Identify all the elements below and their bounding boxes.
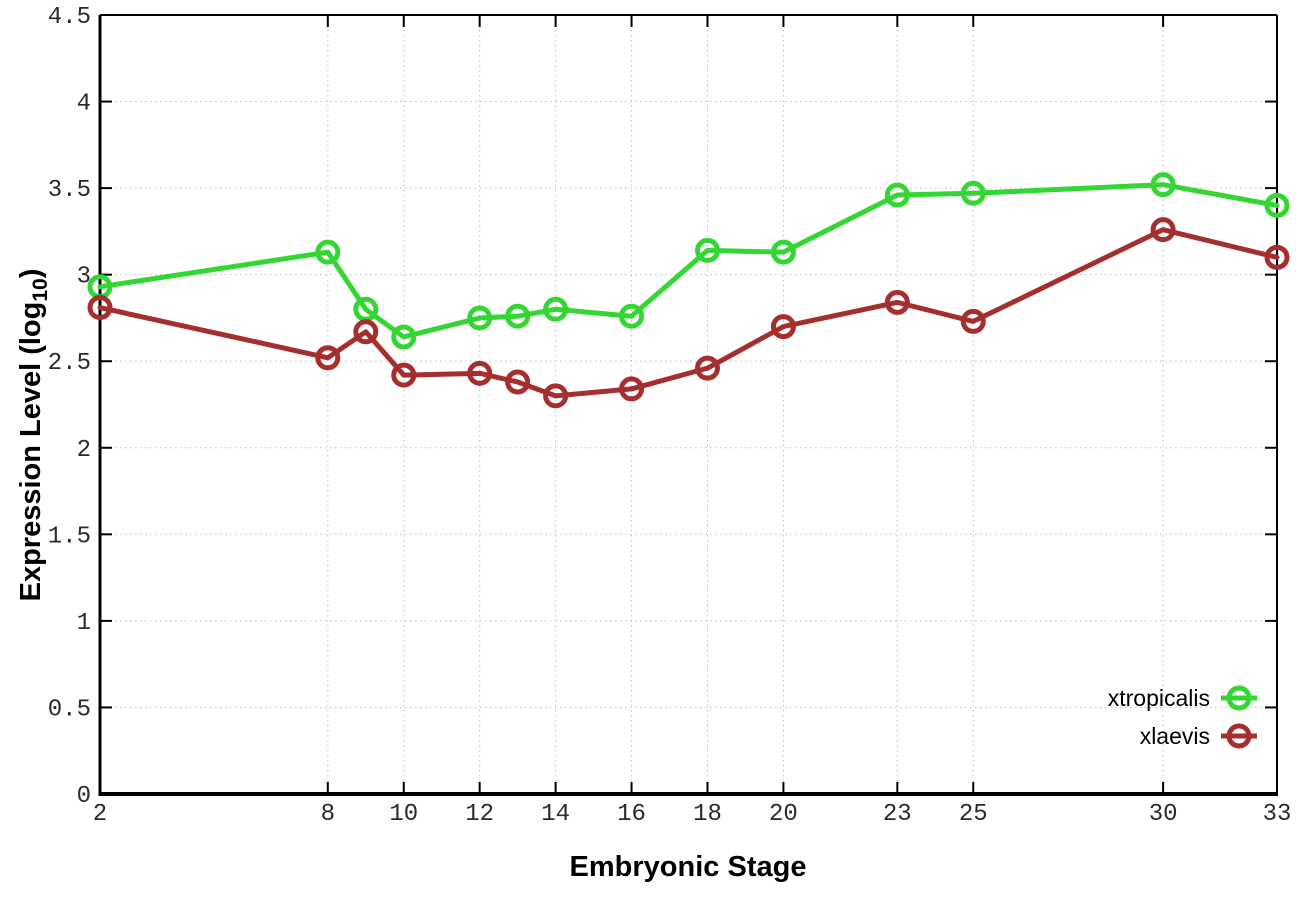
y-tick-label: 3	[77, 264, 91, 291]
data-point-xlaevis	[770, 314, 796, 340]
x-tick-label: 12	[465, 801, 494, 828]
axis-ticks	[99, 14, 1278, 795]
y-axis-title-main: Expression Level (log	[15, 302, 47, 602]
data-point-xlaevis	[315, 345, 341, 371]
y-tick-label: 4	[77, 91, 91, 118]
data-point-xlaevis	[87, 295, 113, 321]
legend-item-xtropicalis: xtropicalis	[1108, 685, 1257, 711]
data-point-xtropicalis	[770, 239, 796, 265]
y-tick-label: 0	[77, 783, 91, 810]
y-tick-label: 2.5	[48, 350, 91, 377]
series-lines	[87, 172, 1290, 409]
y-axis-title-subscript: 10	[29, 278, 52, 301]
x-axis-title: Embryonic Stage	[570, 851, 807, 883]
legend-label-xtropicalis: xtropicalis	[1108, 685, 1210, 711]
data-point-xtropicalis	[467, 305, 493, 331]
data-point-xlaevis	[694, 355, 720, 381]
data-point-xlaevis	[505, 369, 531, 395]
y-axis-title-close: )	[15, 269, 47, 279]
data-point-xtropicalis	[960, 180, 986, 206]
legend-label-xlaevis: xlaevis	[1140, 723, 1210, 749]
y-tick-label: 1	[77, 610, 91, 637]
y-axis-title: Expression Level (log10)	[15, 269, 52, 602]
data-point-xlaevis	[543, 383, 569, 409]
x-tick-label: 10	[389, 801, 418, 828]
data-point-xlaevis	[391, 362, 417, 388]
series-line-xlaevis	[97, 227, 1280, 399]
data-point-xtropicalis	[505, 303, 531, 329]
legend-item-xlaevis: xlaevis	[1140, 723, 1257, 749]
data-point-xtropicalis	[619, 303, 645, 329]
y-tick-label: 1.5	[48, 523, 91, 550]
data-point-xlaevis	[619, 376, 645, 402]
plot-border	[98, 14, 1278, 796]
data-point-xtropicalis	[1264, 192, 1290, 218]
data-point-xlaevis	[884, 289, 910, 315]
data-point-xtropicalis	[694, 237, 720, 263]
data-point-xlaevis	[467, 360, 493, 386]
gridlines	[99, 14, 1278, 795]
x-tick-label: 23	[883, 801, 912, 828]
x-tick-label: 8	[321, 801, 335, 828]
x-tick-label: 14	[541, 801, 570, 828]
legend: xtropicalis xlaevis	[1108, 685, 1257, 749]
y-tick-label: 0.5	[48, 696, 91, 723]
y-tick-labels: 0 0.5 1 1.5 2 2.5 3 3.5 4 4.5	[48, 4, 91, 810]
x-tick-label: 18	[693, 801, 722, 828]
data-point-xtropicalis	[353, 296, 379, 322]
y-tick-label: 3.5	[48, 177, 91, 204]
y-tick-label: 4.5	[48, 4, 91, 31]
legend-marker	[1226, 685, 1252, 711]
x-tick-label: 16	[617, 801, 646, 828]
data-point-xtropicalis	[391, 324, 417, 350]
x-tick-labels: 2 8 10 12 14 16 18 20 23 25 30 33	[93, 801, 1292, 828]
x-tick-label: 33	[1263, 801, 1292, 828]
x-tick-label: 25	[959, 801, 988, 828]
legend-marker	[1226, 723, 1252, 749]
data-point-xtropicalis	[315, 239, 341, 265]
data-point-xlaevis	[960, 308, 986, 334]
data-point-xlaevis	[353, 319, 379, 345]
data-point-xtropicalis	[884, 182, 910, 208]
data-point-xtropicalis	[543, 296, 569, 322]
x-tick-label: 20	[769, 801, 798, 828]
data-point-xlaevis	[1150, 217, 1176, 243]
y-tick-label: 2	[77, 437, 91, 464]
x-tick-label: 2	[93, 801, 107, 828]
x-tick-label: 30	[1149, 801, 1178, 828]
data-point-xlaevis	[1264, 244, 1290, 270]
data-point-xtropicalis	[1150, 172, 1176, 198]
